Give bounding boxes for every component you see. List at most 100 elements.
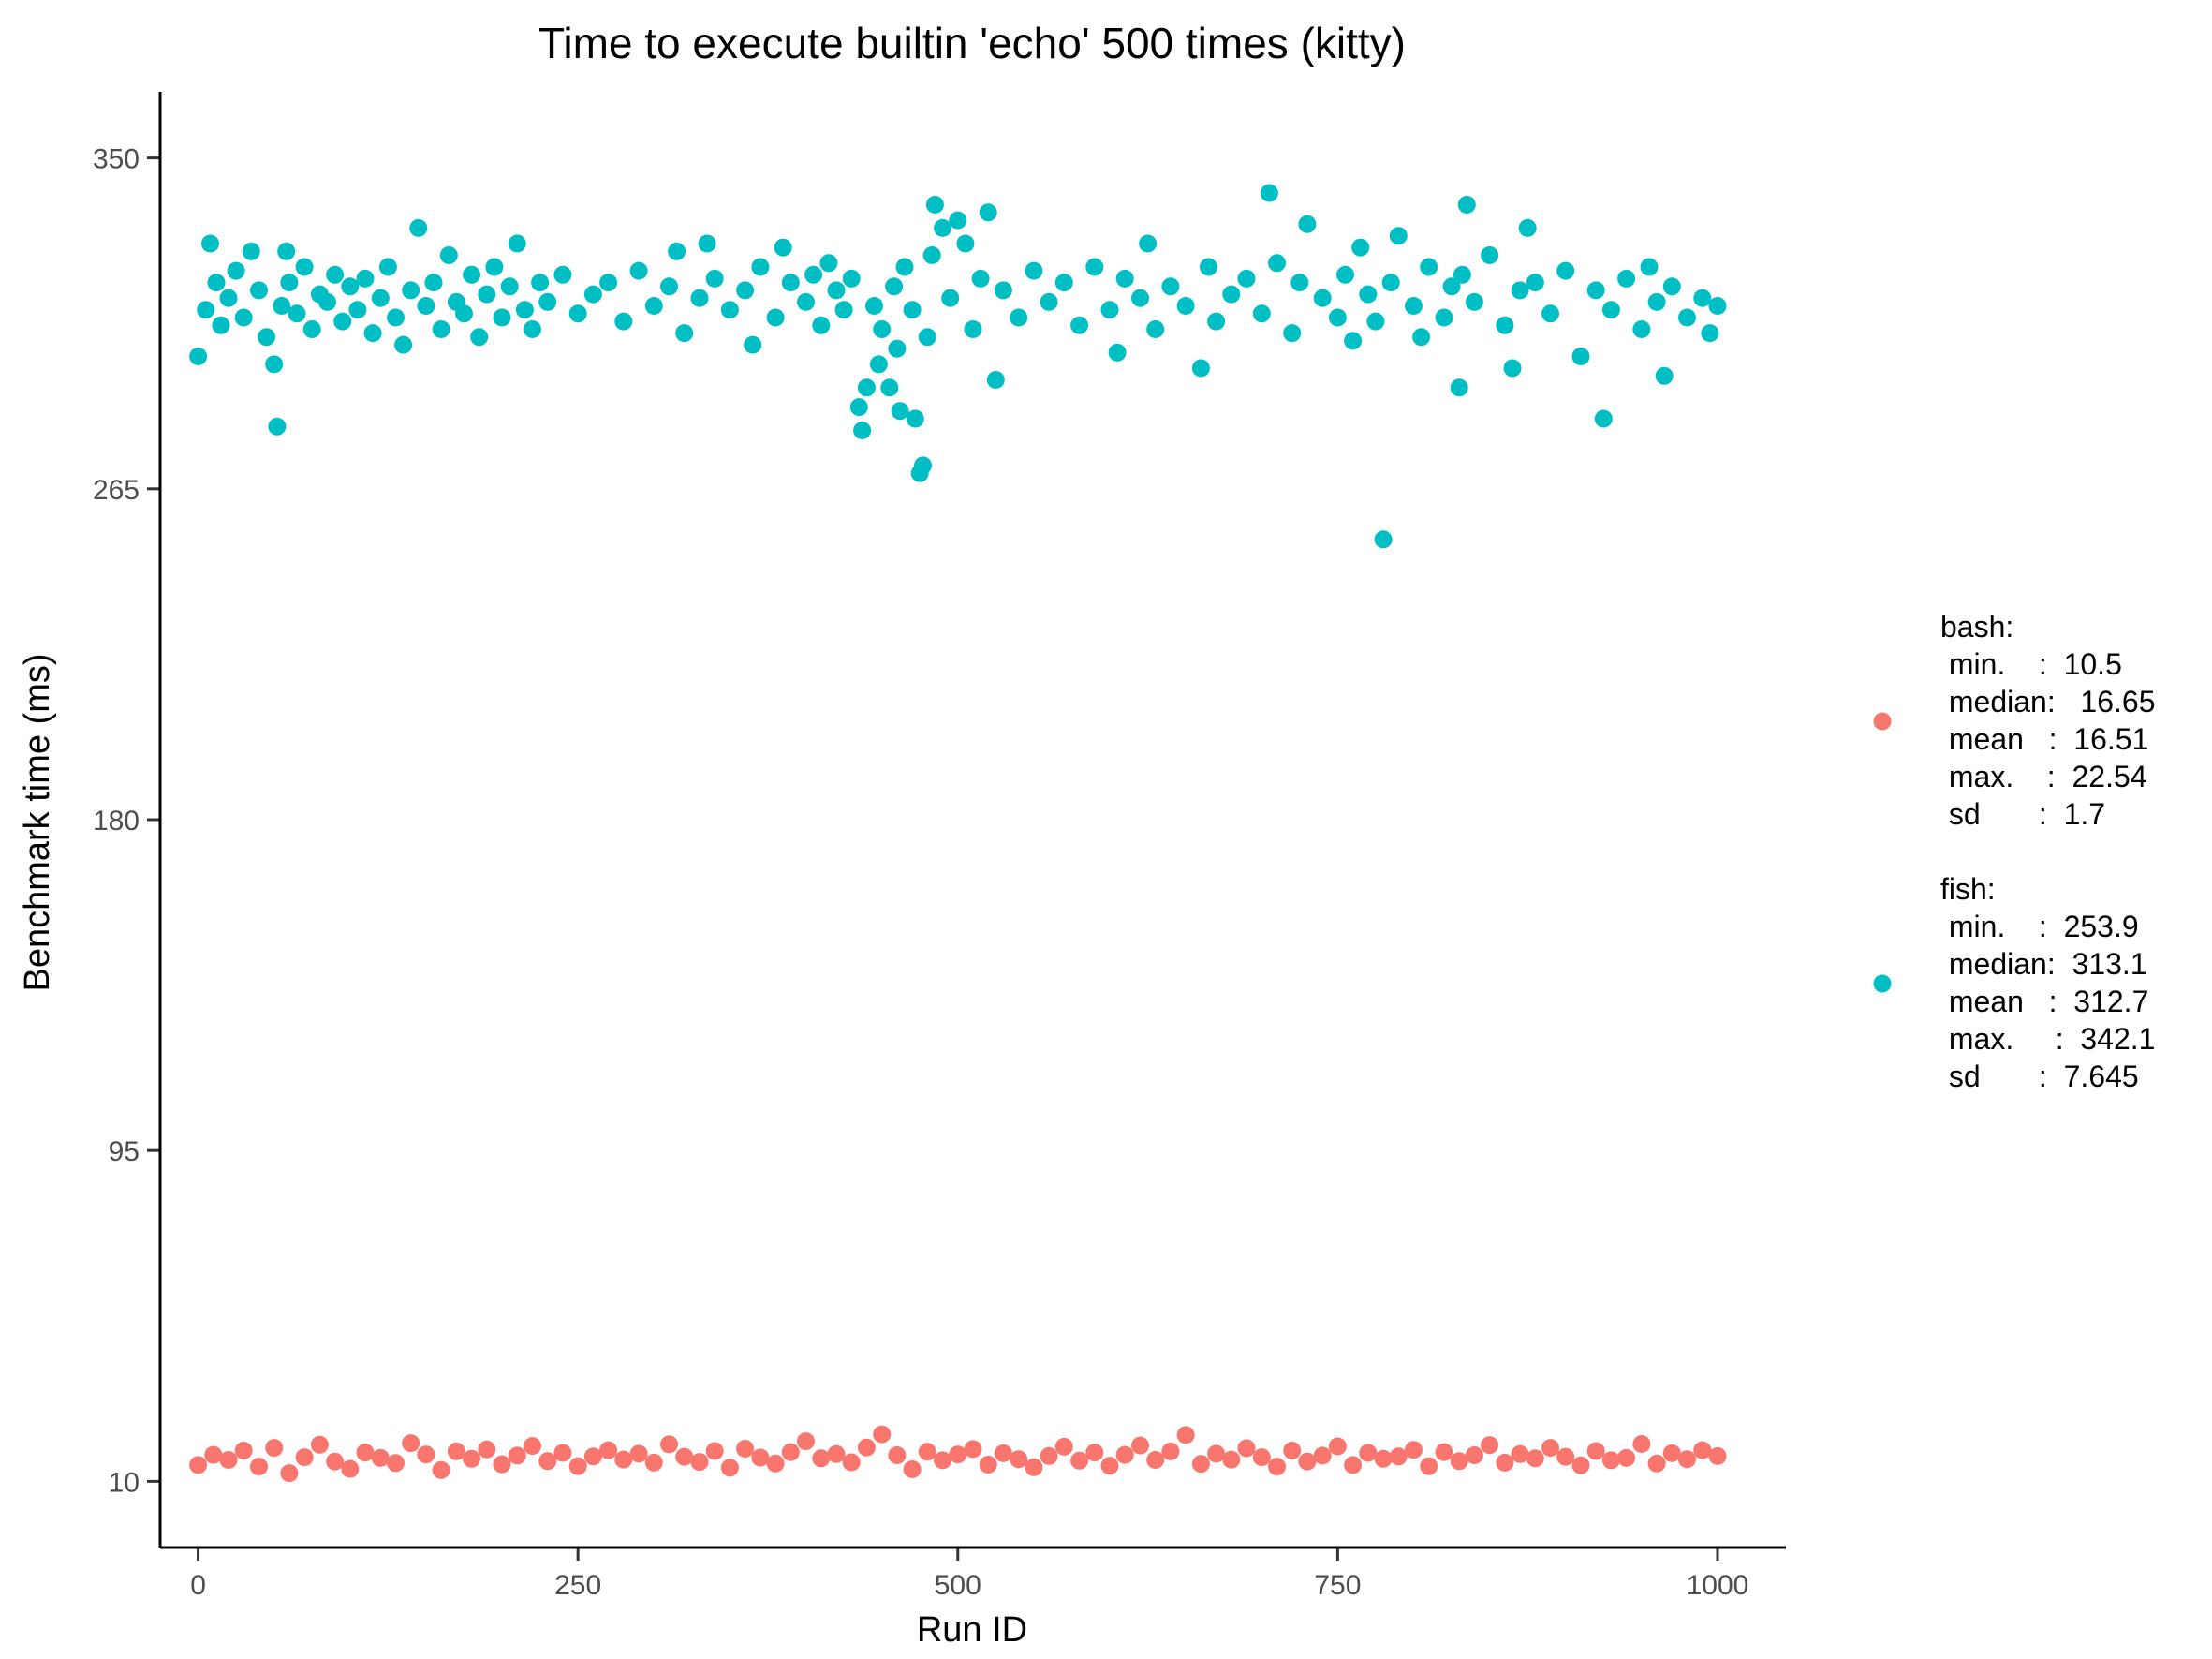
bash-point bbox=[356, 1444, 375, 1462]
bash-point bbox=[189, 1456, 208, 1474]
fish-point bbox=[885, 277, 904, 296]
x-tick-label: 250 bbox=[554, 1570, 601, 1601]
bash-point bbox=[705, 1442, 724, 1460]
fish-point bbox=[964, 320, 982, 338]
bash-point bbox=[1678, 1450, 1696, 1469]
fish-point bbox=[1465, 292, 1483, 311]
bash-point bbox=[1435, 1443, 1453, 1461]
fish-point bbox=[819, 254, 838, 273]
bash-point bbox=[234, 1442, 253, 1459]
y-tick-label: 180 bbox=[93, 806, 140, 837]
fish-point bbox=[971, 269, 990, 288]
fish-point bbox=[387, 308, 405, 327]
bash-point bbox=[1359, 1444, 1378, 1462]
fish-point bbox=[1541, 304, 1559, 323]
fish-point bbox=[318, 292, 336, 311]
data-points bbox=[189, 184, 1727, 1483]
fish-point bbox=[1108, 343, 1127, 362]
fish-point bbox=[751, 258, 770, 276]
legend: bash: min. : 10.5 median: 16.65 mean : 1… bbox=[1873, 610, 2155, 1093]
legend-fish-line: mean : 312.7 bbox=[1940, 985, 2148, 1018]
fish-point bbox=[941, 289, 960, 307]
fish-point bbox=[463, 265, 481, 284]
fish-point bbox=[797, 292, 815, 311]
fish-point bbox=[1526, 274, 1544, 292]
bash-point bbox=[1374, 1449, 1393, 1468]
fish-point bbox=[1351, 238, 1370, 257]
fish-point bbox=[1200, 258, 1217, 276]
fish-point bbox=[1389, 227, 1408, 245]
fish-point bbox=[1100, 301, 1119, 319]
chart-title: Time to execute builtin 'echo' 500 times… bbox=[538, 19, 1406, 67]
x-tick-label: 750 bbox=[1314, 1570, 1361, 1601]
bash-series bbox=[189, 1425, 1727, 1483]
y-axis: 10 95 180 265 350 bbox=[93, 144, 160, 1498]
fish-point bbox=[1678, 308, 1696, 327]
fish-point bbox=[705, 269, 724, 288]
fish-point bbox=[394, 335, 413, 354]
bash-point bbox=[204, 1445, 223, 1464]
fish-point bbox=[934, 218, 952, 237]
bash-point bbox=[538, 1452, 557, 1471]
fish-point bbox=[265, 355, 284, 374]
fish-point bbox=[268, 417, 287, 436]
y-tick-label: 265 bbox=[93, 475, 140, 506]
fish-point bbox=[1655, 366, 1674, 385]
fish-point bbox=[1237, 269, 1256, 288]
bash-point bbox=[918, 1443, 936, 1461]
fish-point bbox=[250, 281, 268, 300]
fish-point bbox=[1283, 324, 1302, 343]
fish-point bbox=[242, 242, 260, 260]
fish-point bbox=[1503, 359, 1522, 378]
fish-point bbox=[295, 258, 314, 276]
legend-fish-line: median: 313.1 bbox=[1940, 947, 2147, 981]
fish-point bbox=[1594, 409, 1613, 428]
fish-point bbox=[1336, 265, 1354, 284]
bash-point bbox=[1481, 1436, 1499, 1455]
fish-point bbox=[1344, 332, 1363, 350]
fish-point bbox=[1518, 218, 1537, 237]
bash-point bbox=[873, 1425, 892, 1444]
fish-point bbox=[1313, 289, 1332, 307]
bash-point bbox=[265, 1439, 284, 1458]
bash-point bbox=[857, 1438, 876, 1457]
fish-point bbox=[1115, 269, 1134, 288]
fish-point bbox=[363, 324, 382, 343]
bash-point bbox=[1708, 1446, 1727, 1465]
bash-point bbox=[675, 1447, 694, 1466]
fish-point bbox=[986, 371, 1005, 389]
bash-point bbox=[1586, 1442, 1605, 1460]
y-tick-label: 95 bbox=[109, 1136, 140, 1167]
legend-bash-line: sd : 1.7 bbox=[1940, 797, 2105, 831]
fish-point bbox=[668, 242, 686, 260]
fish-point bbox=[409, 218, 428, 237]
bash-point bbox=[1131, 1436, 1149, 1455]
legend-fish-line: max. : 342.1 bbox=[1940, 1022, 2155, 1056]
bash-point bbox=[1526, 1449, 1544, 1468]
bash-point bbox=[1085, 1444, 1104, 1462]
fish-point bbox=[326, 265, 345, 284]
bash-point bbox=[478, 1440, 496, 1459]
fish-point bbox=[212, 316, 230, 334]
bash-point bbox=[1176, 1426, 1195, 1444]
x-tick-label: 1000 bbox=[1687, 1570, 1749, 1601]
bash-point bbox=[1571, 1456, 1590, 1474]
fish-point bbox=[273, 297, 291, 315]
fish-point bbox=[515, 301, 534, 319]
bash-point bbox=[1115, 1445, 1134, 1464]
fish-series bbox=[189, 184, 1727, 549]
fish-point bbox=[538, 292, 557, 311]
bash-point bbox=[1268, 1458, 1286, 1476]
fish-point bbox=[660, 277, 678, 296]
legend-bash-line: mean : 16.51 bbox=[1940, 722, 2148, 756]
y-axis-title: Benchmark time (ms) bbox=[18, 653, 57, 991]
fish-point bbox=[1601, 301, 1620, 319]
bash-point bbox=[1207, 1444, 1226, 1463]
fish-point bbox=[1381, 274, 1400, 292]
bash-point bbox=[797, 1432, 815, 1451]
bash-point bbox=[371, 1448, 390, 1467]
bash-point bbox=[1313, 1446, 1332, 1465]
fish-point bbox=[1161, 277, 1180, 296]
legend-bash-line: median: 16.65 bbox=[1940, 685, 2155, 718]
fish-point bbox=[1222, 285, 1241, 304]
